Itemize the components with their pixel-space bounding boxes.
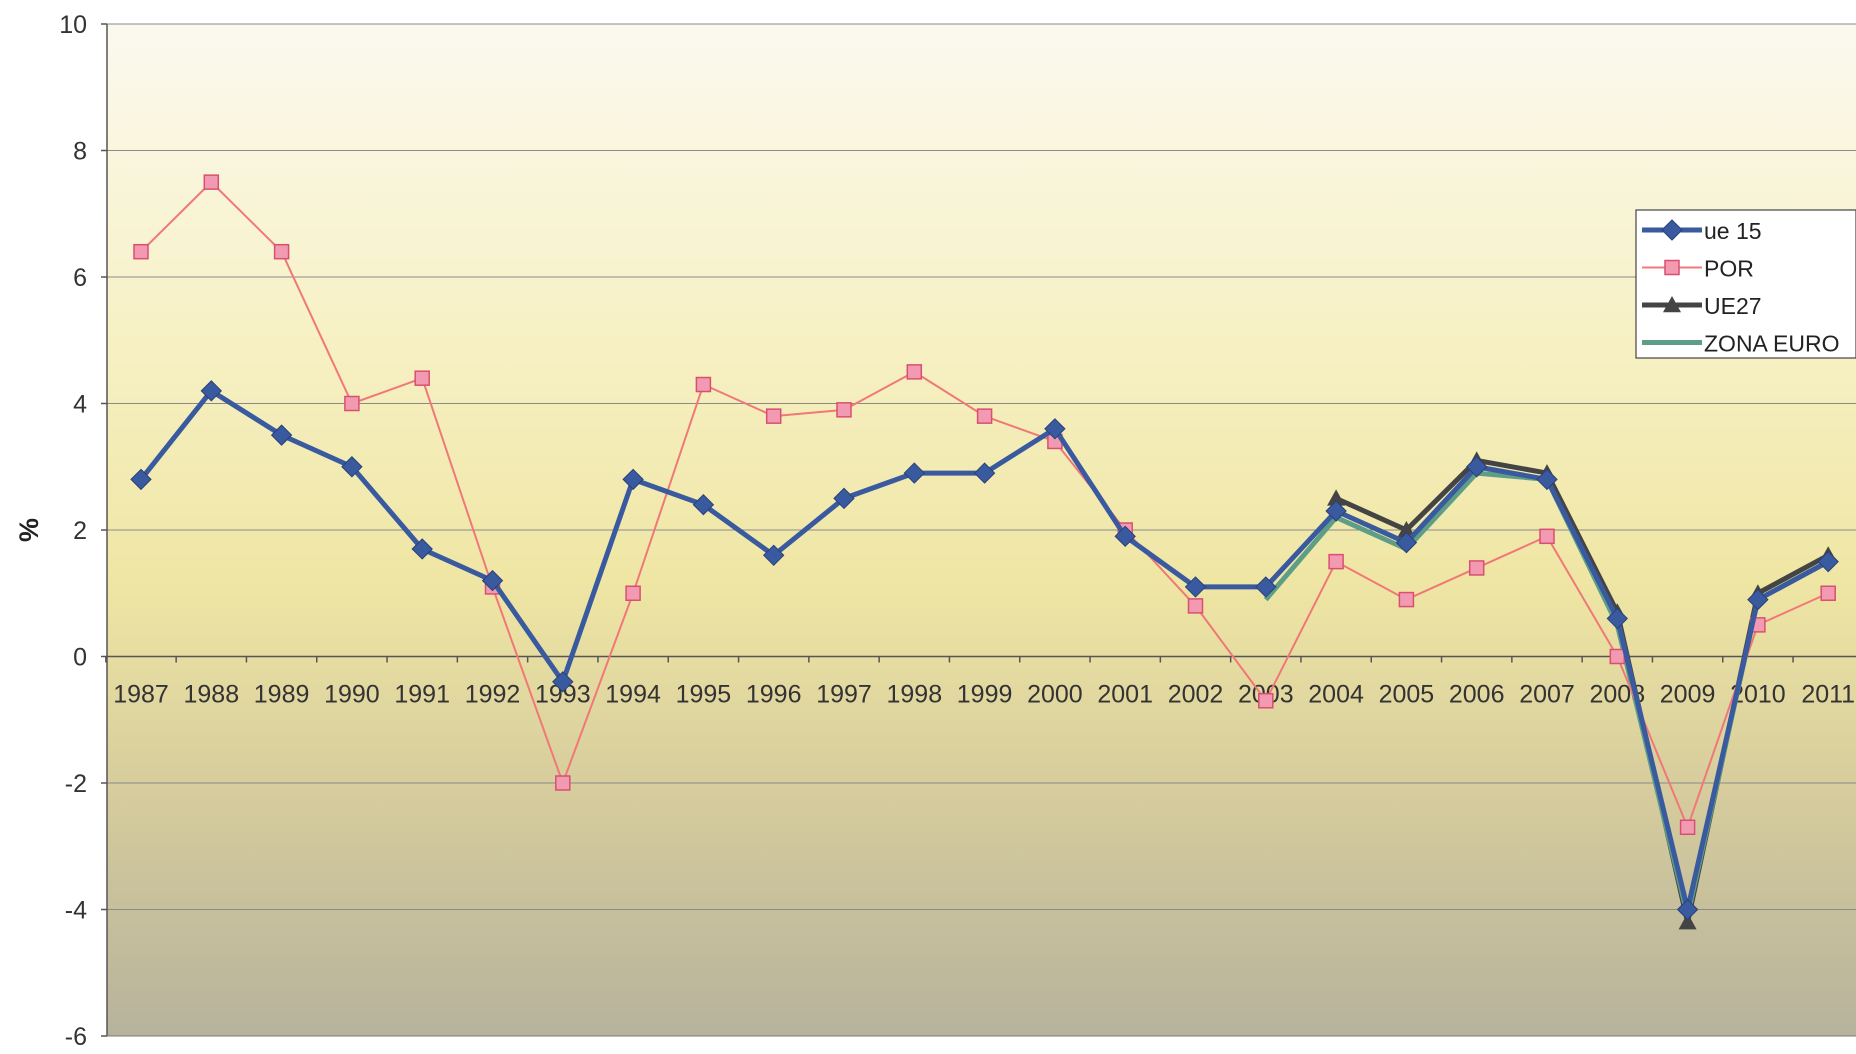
x-tick-label: 1987	[113, 681, 169, 709]
data-point	[130, 468, 152, 491]
data-point	[1663, 296, 1681, 313]
data-point	[1327, 489, 1346, 506]
x-tick-label: 1990	[324, 681, 380, 709]
x-tick-label: 1997	[816, 681, 872, 709]
data-point	[833, 487, 855, 510]
x-tick-label: 2002	[1168, 681, 1224, 709]
legend-item: UE27	[1642, 293, 1762, 319]
x-tick-label: 1995	[676, 681, 732, 709]
data-point	[1325, 500, 1347, 522]
x-tick-label: 2004	[1308, 681, 1364, 709]
series-por	[133, 174, 1836, 836]
data-point	[1679, 819, 1696, 836]
data-point	[1044, 418, 1066, 440]
data-point	[1398, 591, 1415, 608]
y-tick-label: 8	[73, 138, 87, 166]
data-point	[1465, 456, 1488, 478]
data-point	[1395, 531, 1418, 554]
data-point	[411, 538, 433, 560]
data-point	[344, 395, 360, 412]
y-tick-label: 10	[59, 11, 87, 39]
legend-item: ZONA EURO	[1642, 331, 1839, 357]
data-point	[695, 376, 712, 393]
data-point	[1606, 607, 1629, 630]
x-tick-label: 2001	[1097, 681, 1153, 709]
legend-item: POR	[1642, 256, 1754, 282]
data-point	[1747, 588, 1769, 611]
data-point	[622, 468, 644, 491]
data-point	[1536, 468, 1558, 491]
data-point	[1678, 913, 1697, 930]
y-axis-label: %	[14, 518, 44, 542]
data-point	[1661, 219, 1683, 241]
x-tick-label: 1996	[746, 681, 802, 709]
data-point	[270, 424, 293, 446]
y-tick-label: 0	[73, 644, 87, 672]
legend: ue 15 POR UE27 ZONA EURO	[1635, 209, 1856, 359]
data-point	[906, 364, 923, 380]
x-tick-label: 1988	[183, 681, 239, 709]
data-point	[692, 493, 715, 516]
y-tick-label: -6	[65, 1023, 87, 1049]
y-tick-label: 6	[73, 264, 87, 292]
data-point	[762, 544, 785, 567]
legend-label: ZONA EURO	[1704, 331, 1839, 357]
data-point	[481, 569, 504, 592]
x-tick-label: 2007	[1519, 681, 1575, 709]
data-point	[1187, 598, 1204, 614]
data-point	[1255, 576, 1277, 598]
data-point	[203, 174, 220, 190]
data-point	[1820, 585, 1836, 601]
data-point	[1609, 648, 1626, 665]
x-tick-label: 2011	[1801, 681, 1855, 709]
data-point	[200, 380, 223, 402]
x-tick-label: 1992	[465, 681, 521, 709]
legend-label: POR	[1704, 256, 1754, 282]
axes: 10 8 6 4 2 0 -2 -4 -6 1987 1988 1989 1990 1991 1992 199…	[14, 11, 1856, 1051]
y-tick-label: -4	[65, 897, 87, 925]
data-point	[552, 671, 574, 693]
data-point	[273, 243, 290, 260]
x-tick-label: 1991	[394, 681, 450, 709]
x-tick-label: 1994	[605, 681, 661, 709]
data-point	[765, 408, 782, 424]
data-point	[1184, 576, 1207, 598]
y-tick-label: -2	[65, 770, 87, 798]
data-point	[1328, 553, 1344, 570]
legend-item: ue 15	[1642, 218, 1762, 244]
data-point	[1676, 898, 1699, 921]
data-point	[1258, 693, 1274, 709]
series-ue-15	[130, 380, 1839, 921]
y-tick-label: 4	[73, 391, 87, 419]
x-tick-label: 1998	[886, 681, 942, 709]
x-tick-label: 1989	[254, 681, 310, 709]
data-point	[133, 243, 149, 260]
legend-label: UE27	[1704, 293, 1762, 319]
x-tick-label: 2006	[1449, 681, 1505, 709]
y-tick-label: 2	[73, 517, 87, 545]
legend-label: ue 15	[1704, 218, 1762, 244]
data-point	[1397, 521, 1416, 538]
data-point	[976, 408, 993, 424]
data-point	[1817, 550, 1839, 573]
data-point	[903, 462, 926, 484]
data-point	[1664, 259, 1680, 276]
series-group	[130, 174, 1839, 930]
gridlines	[107, 23, 1856, 910]
data-point	[341, 456, 363, 478]
data-point	[414, 370, 430, 386]
data-point	[625, 585, 641, 601]
x-tick-label: 2000	[1027, 681, 1083, 709]
data-point	[1114, 525, 1136, 548]
data-point	[973, 462, 996, 484]
x-tick-label: 1999	[957, 681, 1013, 709]
data-point	[555, 775, 571, 791]
x-tick-label: 2009	[1660, 681, 1716, 709]
data-point	[1539, 528, 1555, 545]
data-point	[836, 402, 852, 418]
x-tick-label: 2005	[1379, 681, 1435, 709]
data-point	[1468, 560, 1485, 576]
